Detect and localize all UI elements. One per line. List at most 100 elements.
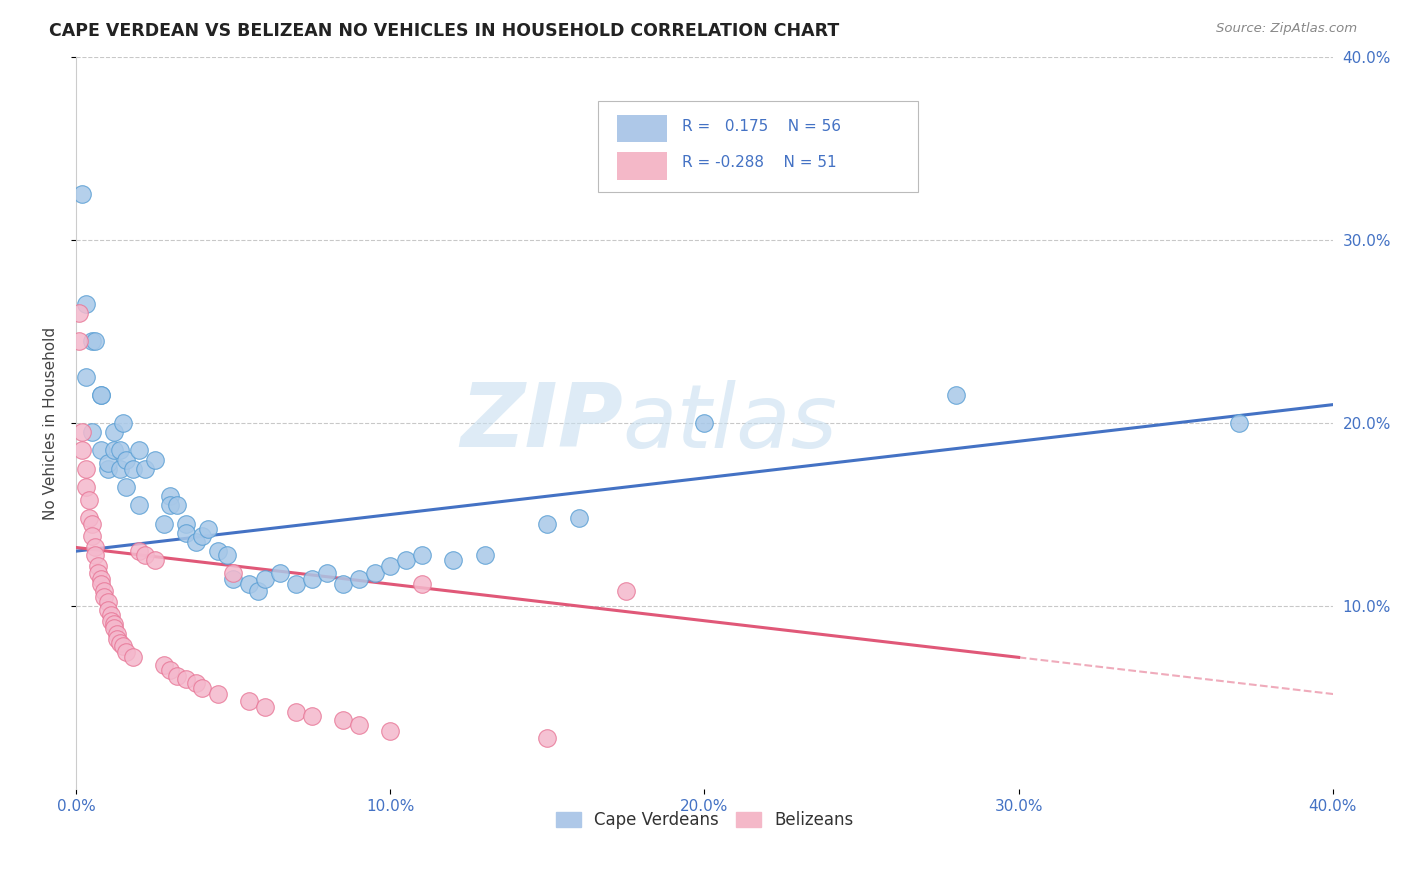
Point bbox=[159, 663, 181, 677]
Point bbox=[693, 416, 716, 430]
Point bbox=[332, 713, 354, 727]
Point bbox=[316, 566, 339, 581]
Point bbox=[143, 452, 166, 467]
Point bbox=[75, 297, 97, 311]
Point bbox=[395, 553, 418, 567]
Point bbox=[84, 541, 107, 555]
Point bbox=[159, 489, 181, 503]
Point bbox=[87, 558, 110, 573]
Text: R = -0.288    N = 51: R = -0.288 N = 51 bbox=[682, 155, 837, 170]
Point bbox=[112, 640, 135, 654]
Point bbox=[90, 388, 112, 402]
Point bbox=[100, 614, 122, 628]
Point bbox=[67, 334, 90, 348]
Point bbox=[121, 461, 143, 475]
Text: CAPE VERDEAN VS BELIZEAN NO VEHICLES IN HOUSEHOLD CORRELATION CHART: CAPE VERDEAN VS BELIZEAN NO VEHICLES IN … bbox=[49, 22, 839, 40]
Point bbox=[115, 645, 138, 659]
Point bbox=[84, 334, 107, 348]
Point bbox=[93, 584, 115, 599]
Point bbox=[238, 577, 260, 591]
Point bbox=[115, 452, 138, 467]
Point bbox=[103, 443, 125, 458]
Point bbox=[108, 443, 131, 458]
Bar bbox=[616, 114, 666, 143]
Point bbox=[536, 516, 558, 531]
Point bbox=[112, 416, 135, 430]
Point bbox=[121, 650, 143, 665]
Point bbox=[105, 632, 128, 646]
Point bbox=[153, 516, 176, 531]
Legend: Cape Verdeans, Belizeans: Cape Verdeans, Belizeans bbox=[550, 805, 860, 836]
Point bbox=[115, 480, 138, 494]
Point bbox=[105, 626, 128, 640]
Point bbox=[441, 553, 464, 567]
Point bbox=[945, 388, 967, 402]
Point bbox=[222, 572, 245, 586]
Point bbox=[143, 553, 166, 567]
Point bbox=[174, 516, 197, 531]
Bar bbox=[616, 152, 666, 180]
Point bbox=[72, 443, 94, 458]
Point bbox=[75, 480, 97, 494]
Point bbox=[411, 548, 433, 562]
Point bbox=[166, 668, 188, 682]
Point bbox=[72, 425, 94, 439]
Point bbox=[301, 709, 323, 723]
Point bbox=[84, 548, 107, 562]
Point bbox=[93, 590, 115, 604]
Point bbox=[238, 694, 260, 708]
Point bbox=[207, 687, 229, 701]
Point bbox=[97, 461, 120, 475]
Point bbox=[614, 584, 637, 599]
Point bbox=[134, 461, 156, 475]
Point bbox=[128, 443, 150, 458]
Point bbox=[103, 425, 125, 439]
Point bbox=[100, 608, 122, 623]
Point bbox=[347, 718, 370, 732]
Point bbox=[411, 577, 433, 591]
Point bbox=[536, 731, 558, 745]
Point bbox=[153, 657, 176, 672]
Point bbox=[253, 699, 276, 714]
Point bbox=[191, 529, 214, 543]
Point bbox=[97, 595, 120, 609]
Point bbox=[380, 723, 402, 738]
Point bbox=[222, 566, 245, 581]
Point bbox=[568, 511, 591, 525]
Point bbox=[166, 499, 188, 513]
Point bbox=[90, 577, 112, 591]
Point bbox=[77, 492, 100, 507]
Point bbox=[97, 456, 120, 470]
Point bbox=[80, 334, 103, 348]
Point bbox=[75, 370, 97, 384]
Point bbox=[80, 516, 103, 531]
Point bbox=[184, 535, 207, 549]
Text: Source: ZipAtlas.com: Source: ZipAtlas.com bbox=[1216, 22, 1357, 36]
Point bbox=[174, 673, 197, 687]
Point bbox=[128, 544, 150, 558]
Point bbox=[97, 603, 120, 617]
Point bbox=[332, 577, 354, 591]
Point bbox=[215, 548, 238, 562]
Point bbox=[174, 525, 197, 540]
Point bbox=[347, 572, 370, 586]
Point bbox=[363, 566, 385, 581]
Point bbox=[90, 443, 112, 458]
Point bbox=[184, 676, 207, 690]
Point bbox=[72, 187, 94, 202]
Point bbox=[77, 511, 100, 525]
Y-axis label: No Vehicles in Household: No Vehicles in Household bbox=[44, 326, 58, 519]
Point bbox=[253, 572, 276, 586]
Point bbox=[191, 681, 214, 696]
Point bbox=[75, 461, 97, 475]
Point bbox=[128, 499, 150, 513]
Point bbox=[197, 522, 219, 536]
Point bbox=[108, 461, 131, 475]
Point bbox=[207, 544, 229, 558]
Text: ZIP: ZIP bbox=[460, 379, 623, 467]
Text: atlas: atlas bbox=[623, 380, 838, 466]
Point bbox=[80, 529, 103, 543]
Point bbox=[103, 617, 125, 632]
Point bbox=[1227, 416, 1250, 430]
Point bbox=[87, 566, 110, 581]
